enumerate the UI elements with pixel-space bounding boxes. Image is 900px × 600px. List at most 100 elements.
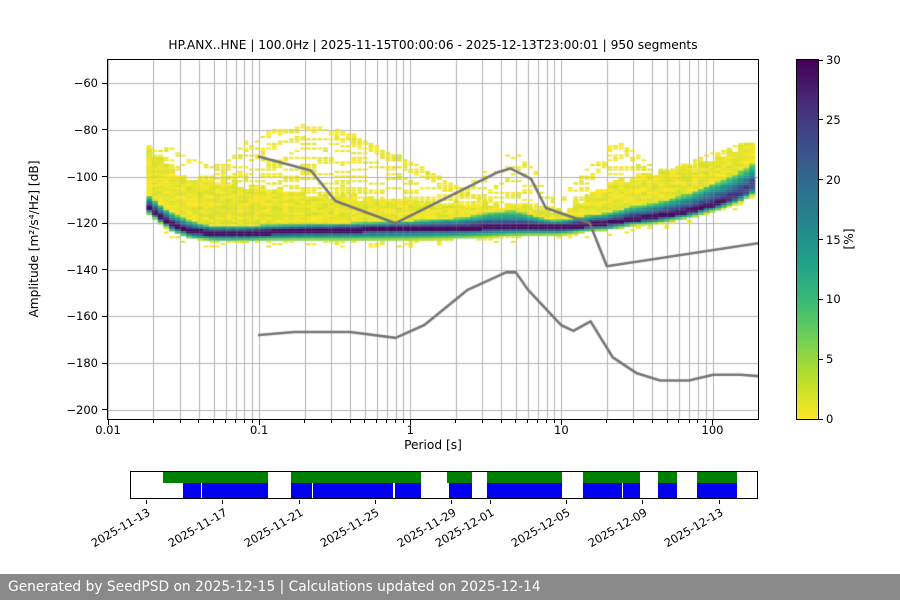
availability-bar	[130, 471, 758, 499]
x-minor-tick	[678, 420, 680, 423]
x-minor-tick	[235, 420, 237, 423]
availability-date-label: 2025-11-17	[165, 506, 230, 551]
availability-gap-line	[311, 482, 314, 498]
y-major-tick	[102, 362, 107, 364]
x-major-tick	[258, 420, 260, 425]
footer-bar: Generated by SeedPSD on 2025-12-15 | Cal…	[0, 574, 900, 600]
x-minor-tick	[304, 420, 306, 423]
availability-tick	[718, 500, 720, 504]
x-minor-tick	[537, 420, 539, 423]
availability-green-segment	[583, 472, 641, 483]
y-tick-label: −100	[66, 169, 98, 184]
x-minor-tick	[697, 420, 699, 423]
x-tick-label: 0.01	[95, 423, 121, 437]
x-minor-tick	[213, 420, 215, 423]
x-minor-tick	[198, 420, 200, 423]
x-major-tick	[107, 420, 109, 425]
y-axis-label: Amplitude [m²/s⁴/Hz] [dB]	[27, 160, 41, 318]
availability-tick	[451, 500, 453, 504]
y-tick-label: −80	[73, 122, 98, 137]
colorbar-tick	[819, 239, 823, 240]
x-minor-tick	[251, 420, 253, 423]
x-major-tick	[712, 420, 713, 425]
colorbar-tick	[819, 418, 823, 420]
colorbar-tick	[819, 358, 823, 360]
colorbar-tick-label: 20	[826, 172, 841, 187]
availability-green-segment	[290, 472, 422, 483]
x-minor-tick	[688, 420, 690, 423]
x-minor-tick	[179, 420, 181, 423]
colorbar-tick-label: 5	[826, 352, 834, 367]
y-major-tick	[102, 176, 107, 178]
colorbar-tick	[819, 179, 823, 181]
x-minor-tick	[330, 420, 332, 423]
availability-blue-segment	[449, 482, 472, 498]
footer-text: Generated by SeedPSD on 2025-12-15 | Cal…	[8, 579, 541, 595]
x-major-tick	[560, 420, 562, 425]
availability-tick	[222, 500, 224, 504]
x-minor-tick	[364, 420, 366, 423]
availability-gap-line	[621, 482, 624, 498]
x-tick-label: 10	[554, 423, 569, 437]
y-tick-label: −160	[66, 309, 98, 324]
plot-title: HP.ANX..HNE | 100.0Hz | 2025-11-15T00:00…	[168, 38, 698, 52]
availability-tick	[489, 500, 491, 504]
y-major-tick	[102, 222, 107, 224]
colorbar	[796, 59, 819, 420]
y-tick-label: −120	[66, 216, 98, 231]
x-minor-tick	[666, 420, 668, 423]
availability-blue-segment	[182, 482, 269, 498]
y-tick-label: −180	[66, 356, 98, 371]
colorbar-gradient	[797, 60, 818, 419]
colorbar-tick-label: 25	[826, 112, 841, 127]
x-minor-tick	[553, 420, 555, 423]
availability-tick	[374, 500, 376, 504]
availability-tick	[145, 500, 147, 504]
x-minor-tick	[225, 420, 227, 423]
availability-tick	[642, 500, 644, 504]
x-minor-tick	[376, 420, 378, 423]
x-minor-tick	[455, 420, 457, 423]
x-minor-tick	[349, 420, 351, 423]
availability-blue-segment	[486, 482, 562, 498]
ppsd-histogram-canvas	[108, 60, 758, 419]
availability-green-segment	[696, 472, 737, 483]
x-minor-tick	[500, 420, 502, 423]
availability-gap-line	[393, 482, 395, 498]
x-minor-tick	[481, 420, 483, 423]
colorbar-tick	[819, 59, 823, 61]
availability-green-segment	[486, 472, 562, 483]
x-minor-tick	[527, 420, 529, 423]
availability-date-label: 2025-11-25	[318, 506, 382, 551]
x-tick-label: 1	[406, 423, 414, 437]
y-tick-label: −60	[73, 76, 98, 91]
x-minor-tick	[705, 420, 707, 423]
availability-blue-segment	[290, 482, 422, 498]
colorbar-tick-label: 15	[826, 232, 841, 247]
availability-date-label: 2025-12-13	[662, 506, 726, 551]
colorbar-tick-label: 0	[826, 412, 834, 426]
availability-date-label: 2025-11-21	[242, 506, 306, 551]
availability-green-segment	[163, 472, 269, 483]
y-tick-label: −140	[66, 262, 98, 277]
availability-tick	[298, 500, 300, 504]
x-tick-label: 0.1	[249, 423, 269, 437]
availability-tick	[565, 500, 567, 504]
y-tick-label: −200	[66, 402, 98, 417]
colorbar-tick	[819, 119, 823, 121]
plot-area	[107, 59, 759, 420]
x-minor-tick	[402, 420, 404, 423]
availability-blue-segment	[583, 482, 641, 498]
x-minor-tick	[243, 420, 245, 423]
x-minor-tick	[515, 420, 517, 423]
x-minor-tick	[152, 420, 154, 423]
availability-date-label: 2025-12-09	[585, 506, 650, 551]
colorbar-tick-label: 10	[826, 292, 841, 307]
colorbar-tick	[819, 298, 823, 300]
x-minor-tick	[606, 420, 608, 423]
availability-date-label: 2025-11-13	[89, 506, 153, 551]
availability-date-label: 2025-12-05	[509, 506, 573, 551]
availability-gap-line	[200, 482, 203, 498]
x-minor-tick	[546, 420, 548, 423]
